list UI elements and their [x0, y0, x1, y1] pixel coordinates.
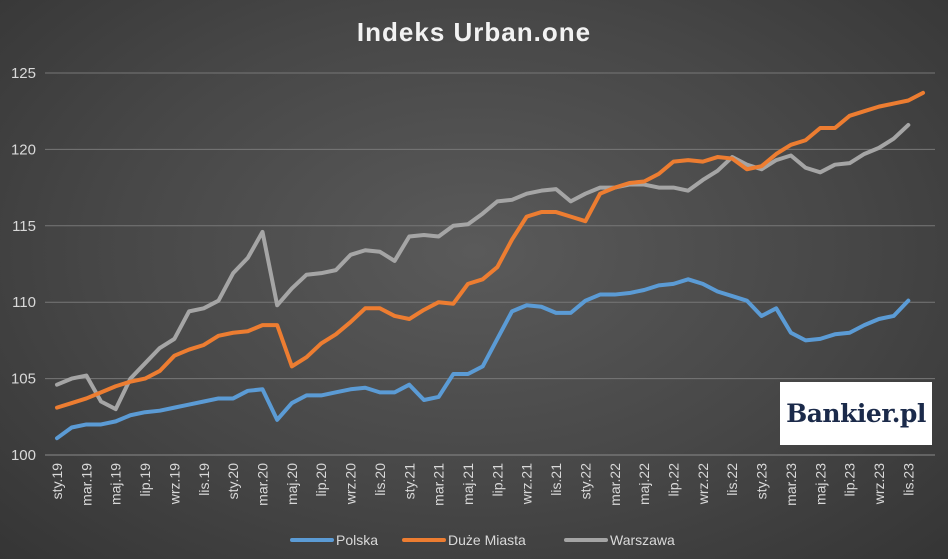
legend: Polska Duże Miasta Warszawa	[290, 532, 675, 548]
bankier-logo: Bankier.pl	[780, 382, 932, 445]
x-tick-label: wrz.23	[871, 463, 887, 505]
x-tick-label: mar.23	[783, 463, 799, 506]
y-tick-label: 105	[11, 371, 36, 388]
x-tick-label: sty.19	[49, 463, 65, 500]
series-line-polska	[55, 277, 911, 441]
x-tick-label: lip.20	[313, 463, 329, 497]
x-tick-label: sty.21	[401, 463, 417, 500]
x-tick-label: lip.19	[137, 463, 153, 497]
y-tick-label: 120	[11, 141, 36, 158]
x-tick-label: lis.23	[900, 463, 916, 496]
x-tick-label: maj.21	[460, 463, 476, 505]
x-tick-label: lis.22	[724, 463, 740, 496]
legend-label: Polska	[336, 532, 378, 548]
y-tick-label: 100	[11, 447, 36, 464]
x-tick-label: mar.22	[607, 463, 623, 506]
series-line-warszawa	[55, 122, 911, 412]
y-tick-label: 110	[12, 294, 36, 311]
x-tick-label: lis.19	[196, 463, 212, 496]
x-tick-label: sty.22	[577, 463, 593, 500]
y-tick-label: 115	[12, 218, 36, 235]
x-tick-label: mar.19	[78, 463, 94, 506]
y-axis-ticks: 100 105 110 115 120 125	[11, 65, 36, 464]
x-tick-label: mar.21	[431, 463, 447, 506]
x-tick-label: lis.21	[548, 463, 564, 496]
x-tick-label: wrz.22	[695, 463, 711, 505]
x-tick-label: wrz.21	[519, 463, 535, 505]
x-tick-label: lis.20	[372, 463, 388, 496]
x-tick-label: lip.22	[665, 463, 681, 497]
x-tick-label: maj.20	[284, 463, 300, 505]
y-tick-label: 125	[11, 65, 36, 82]
x-tick-label: lip.21	[489, 463, 505, 497]
x-tick-label: mar.20	[254, 463, 270, 506]
logo-text: Bankier.pl	[786, 399, 926, 428]
legend-label: Duże Miasta	[448, 532, 526, 548]
series-lines	[55, 90, 925, 441]
gridlines	[45, 72, 935, 456]
x-axis-ticks: sty.19 mar.19 maj.19 lip.19 wrz.19 lis.19 sty.…	[49, 463, 916, 506]
legend-label: Warszawa	[610, 532, 675, 548]
x-tick-label: maj.19	[108, 463, 124, 505]
chart-title: Indeks Urban.one	[357, 17, 591, 47]
x-tick-label: wrz.20	[343, 463, 359, 505]
series-line-duże-miasta	[55, 90, 925, 410]
x-tick-label: sty.23	[754, 463, 770, 500]
x-tick-label: lip.23	[842, 463, 858, 497]
x-tick-label: wrz.19	[166, 463, 182, 505]
x-tick-label: sty.20	[225, 463, 241, 500]
x-tick-label: maj.23	[812, 463, 828, 505]
x-tick-label: maj.22	[636, 463, 652, 505]
